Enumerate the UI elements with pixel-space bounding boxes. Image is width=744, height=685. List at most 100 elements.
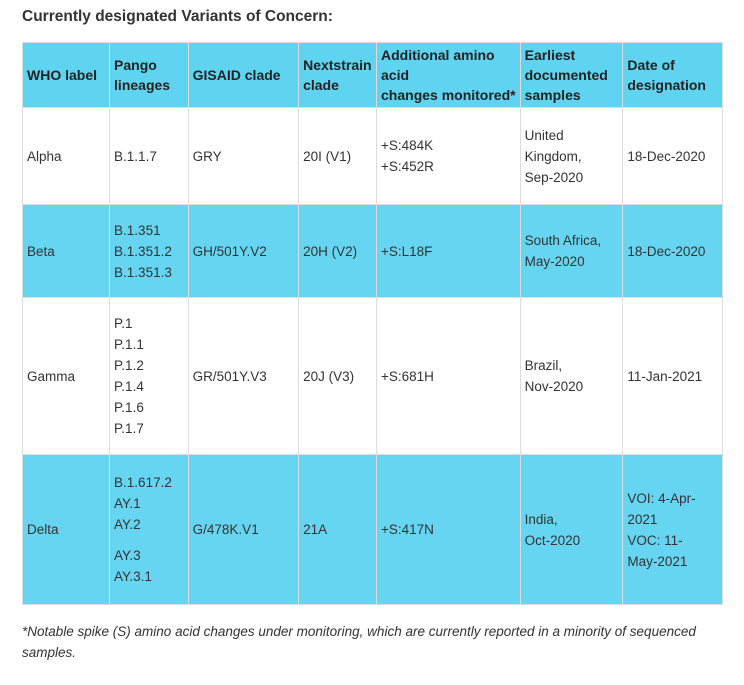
cell-line: Date of bbox=[627, 57, 675, 73]
table-cell: B.1.351 B.1.351.2 B.1.351.3 bbox=[109, 204, 189, 298]
cell-line: United bbox=[524, 127, 564, 143]
cell-line: AY.3 bbox=[114, 548, 141, 563]
table-row: Alpha B.1.1.7 GRY 20I (V1) +S:484K +S:452R Uni… bbox=[21, 107, 723, 205]
cell-line: clade bbox=[303, 77, 339, 93]
cell-line: South Africa, bbox=[524, 233, 602, 248]
cell-line: 21A bbox=[303, 522, 328, 537]
cell-line: GH/501Y.V2 bbox=[192, 243, 267, 259]
cell-line: G/478K.V1 bbox=[192, 522, 259, 537]
table-cell: India, Oct-2020 bbox=[519, 454, 624, 605]
cell-line: +S:484K bbox=[381, 138, 434, 153]
cell-line: Beta bbox=[27, 243, 55, 259]
cell-line: GR/501Y.V3 bbox=[192, 368, 267, 384]
table-cell: United Kingdom, Sep-2020 bbox=[519, 107, 624, 205]
table-cell: +S:681H bbox=[376, 297, 521, 455]
cell-line: 2021 bbox=[627, 511, 658, 527]
footnote-line: *Notable spike (S) amino acid changes un… bbox=[22, 624, 696, 639]
table-cell: Beta bbox=[21, 204, 111, 298]
table-cell: Alpha bbox=[21, 107, 111, 205]
cell-line: B.1.351 bbox=[114, 222, 161, 238]
cell-line: P.1.7 bbox=[114, 421, 144, 436]
table-cell: 20I (V1) bbox=[298, 107, 378, 205]
cell-line: B.1.351.3 bbox=[114, 264, 172, 280]
table-cell: GR/501Y.V3 bbox=[187, 297, 300, 455]
table-cell: +S:417N bbox=[376, 454, 521, 605]
header-cell: Pango lineages bbox=[109, 42, 189, 108]
cell-line: P.1.2 bbox=[114, 358, 144, 373]
cell-line: India, bbox=[524, 511, 558, 527]
table-cell: South Africa, May-2020 bbox=[519, 204, 624, 298]
cell-line: documented bbox=[524, 67, 608, 83]
cell-line: Earliest bbox=[524, 47, 576, 63]
header-cell: Earliest documented samples bbox=[519, 42, 624, 108]
cell-line: +S:L18F bbox=[381, 243, 433, 259]
cell-line: AY.2 bbox=[114, 517, 141, 532]
cell-line: Additional amino bbox=[381, 47, 495, 63]
table-cell: VOI: 4-Apr- 2021 VOC: 11- May-2021 bbox=[622, 454, 723, 605]
footnote-line: samples. bbox=[22, 645, 77, 660]
header-cell: GISAID clade bbox=[187, 42, 300, 108]
cell-line: P.1.1 bbox=[114, 337, 144, 352]
cell-line: Gamma bbox=[27, 368, 76, 384]
cell-line: 20J (V3) bbox=[303, 368, 355, 384]
table-cell: 21A bbox=[298, 454, 378, 605]
header-cell: Additional amino acid changes monitored* bbox=[376, 42, 521, 108]
cell-line: 18-Dec-2020 bbox=[627, 148, 706, 164]
cell-line: lineages bbox=[114, 77, 171, 93]
cell-line: B.1.617.2 bbox=[114, 475, 172, 490]
cell-line: VOI: 4-Apr- bbox=[627, 490, 696, 506]
table-row: Delta B.1.617.2 AY.1 AY.2 AY.3 AY.3.1 G/478K.V… bbox=[21, 454, 723, 605]
cell-line: designation bbox=[627, 77, 706, 93]
cell-line: Sep-2020 bbox=[524, 169, 584, 185]
header-cell: WHO label bbox=[21, 42, 111, 108]
cell-line: changes monitored* bbox=[381, 87, 516, 103]
cell-line: Nov-2020 bbox=[524, 379, 584, 394]
title: Currently designated Variants of Concern… bbox=[22, 8, 333, 25]
table-cell: GH/501Y.V2 bbox=[187, 204, 300, 298]
cell-line: B.1.351.2 bbox=[114, 243, 172, 259]
cell-line: Kingdom, bbox=[524, 148, 582, 164]
table-cell: 18-Dec-2020 bbox=[622, 204, 723, 298]
table-cell: Delta bbox=[21, 454, 111, 605]
variants-table: WHO label Pango lineages GISAID clade Nextst… bbox=[21, 42, 723, 605]
cell-line: GISAID clade bbox=[192, 67, 281, 83]
cell-line: Nextstrain bbox=[303, 57, 372, 73]
table-cell: Brazil, Nov-2020 bbox=[519, 297, 624, 455]
table-cell: 20H (V2) bbox=[298, 204, 378, 298]
header-cell: Nextstrain clade bbox=[298, 42, 378, 108]
table-row: Gamma P.1 P.1.1 P.1.2 P.1.4 P.1.6 P.1.7 GR/501Y… bbox=[21, 297, 723, 455]
cell-line: 20I (V1) bbox=[303, 148, 352, 164]
table-cell: +S:484K +S:452R bbox=[376, 107, 521, 205]
table-cell: 18-Dec-2020 bbox=[622, 107, 723, 205]
cell-line: WHO label bbox=[27, 67, 98, 83]
cell-line: Brazil, bbox=[524, 358, 563, 373]
cell-line: May-2021 bbox=[627, 553, 688, 569]
cell-line: 11-Jan-2021 bbox=[627, 368, 703, 384]
cell-line: P.1.6 bbox=[114, 400, 144, 415]
cell-line: acid bbox=[381, 67, 410, 83]
table-cell: +S:L18F bbox=[376, 204, 521, 298]
header-row: WHO label Pango lineages GISAID clade Nextst… bbox=[21, 42, 723, 108]
cell-line: 18-Dec-2020 bbox=[627, 243, 706, 259]
footnote: *Notable spike (S) amino acid changes un… bbox=[22, 621, 732, 663]
cell-line: VOC: 11- bbox=[627, 532, 683, 548]
cell-line: May-2020 bbox=[524, 254, 585, 269]
cell-line: AY.3.1 bbox=[114, 569, 152, 584]
table-cell: P.1 P.1.1 P.1.2 P.1.4 P.1.6 P.1.7 bbox=[109, 297, 189, 455]
cell-line: +S:417N bbox=[381, 522, 434, 537]
cell-line: Delta bbox=[27, 522, 59, 537]
table-cell: GRY bbox=[187, 107, 300, 205]
cell-line: P.1 bbox=[114, 316, 133, 331]
cell-line: Alpha bbox=[27, 148, 62, 164]
table-row: Beta B.1.351 B.1.351.2 B.1.351.3 GH/501Y.V2 2… bbox=[21, 204, 723, 298]
cell-line: AY.1 bbox=[114, 496, 141, 511]
table-cell: Gamma bbox=[21, 297, 111, 455]
table-cell: B.1.617.2 AY.1 AY.2 AY.3 AY.3.1 bbox=[109, 454, 189, 605]
table-cell: B.1.1.7 bbox=[109, 107, 189, 205]
cell-line: Oct-2020 bbox=[524, 532, 581, 548]
cell-line: P.1.4 bbox=[114, 379, 144, 394]
cell-line: B.1.1.7 bbox=[114, 148, 157, 164]
table-cell: 11-Jan-2021 bbox=[622, 297, 723, 455]
cell-line: +S:452R bbox=[381, 159, 434, 174]
